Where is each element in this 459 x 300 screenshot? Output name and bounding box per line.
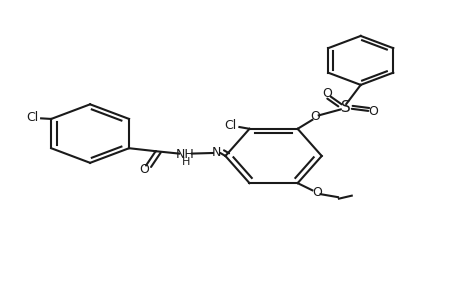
Text: Cl: Cl: [26, 111, 38, 124]
Text: N: N: [212, 146, 221, 160]
Text: H: H: [182, 157, 190, 167]
Text: S: S: [341, 100, 350, 116]
Text: O: O: [309, 110, 319, 123]
Text: Cl: Cl: [224, 119, 236, 132]
Text: NH: NH: [176, 148, 195, 161]
Text: O: O: [139, 163, 149, 176]
Text: O: O: [311, 186, 321, 199]
Text: O: O: [367, 105, 377, 118]
Text: O: O: [321, 87, 331, 100]
